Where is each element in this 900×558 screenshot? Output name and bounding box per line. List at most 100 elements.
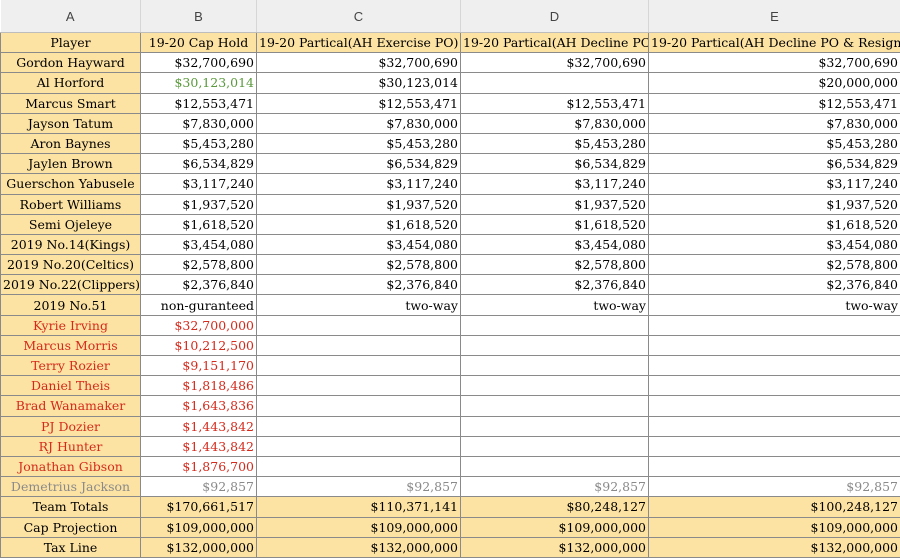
player-name-cell[interactable]: Aron Baynes	[1, 133, 141, 153]
player-name-cell[interactable]: Terry Rozier	[1, 356, 141, 376]
player-name-cell[interactable]: Cap Projection	[1, 517, 141, 537]
salary-cell[interactable]: $3,117,240	[461, 174, 649, 194]
salary-cell[interactable]: $1,443,842	[141, 416, 257, 436]
salary-cell[interactable]: two-way	[257, 295, 461, 315]
salary-cell[interactable]: $1,937,520	[461, 194, 649, 214]
player-name-cell[interactable]: Team Totals	[1, 497, 141, 517]
salary-cell[interactable]: $2,578,800	[461, 255, 649, 275]
salary-cell[interactable]: $3,117,240	[649, 174, 900, 194]
salary-cell[interactable]	[257, 396, 461, 416]
salary-cell[interactable]: $32,700,690	[257, 53, 461, 73]
salary-cell[interactable]: $30,123,014	[257, 73, 461, 93]
player-name-cell[interactable]: 2019 No.22(Clippers)	[1, 275, 141, 295]
salary-cell[interactable]	[461, 376, 649, 396]
salary-cell[interactable]	[461, 73, 649, 93]
salary-cell[interactable]	[649, 356, 900, 376]
salary-cell[interactable]	[257, 416, 461, 436]
header-cell-decline-po[interactable]: 19-20 Partical(AH Decline PO)	[461, 33, 649, 53]
salary-cell[interactable]: two-way	[461, 295, 649, 315]
player-name-cell[interactable]: PJ Dozier	[1, 416, 141, 436]
header-cell-exercise-po[interactable]: 19-20 Partical(AH Exercise PO)	[257, 33, 461, 53]
player-name-cell[interactable]: 2019 No.14(Kings)	[1, 234, 141, 254]
salary-cell[interactable]: $109,000,000	[461, 517, 649, 537]
salary-cell[interactable]: $109,000,000	[649, 517, 900, 537]
salary-cell[interactable]: $10,212,500	[141, 335, 257, 355]
salary-cell[interactable]: $80,248,127	[461, 497, 649, 517]
salary-cell[interactable]: non-guranteed	[141, 295, 257, 315]
salary-cell[interactable]	[649, 335, 900, 355]
salary-cell[interactable]	[257, 456, 461, 476]
salary-cell[interactable]: $2,376,840	[461, 275, 649, 295]
header-cell-cap-hold[interactable]: 19-20 Cap Hold	[141, 33, 257, 53]
salary-cell[interactable]	[461, 315, 649, 335]
salary-cell[interactable]: $7,830,000	[649, 113, 900, 133]
salary-cell[interactable]: $6,534,829	[649, 154, 900, 174]
salary-cell[interactable]	[649, 416, 900, 436]
player-name-cell[interactable]: 2019 No.51	[1, 295, 141, 315]
salary-cell[interactable]	[649, 376, 900, 396]
player-name-cell[interactable]: Daniel Theis	[1, 376, 141, 396]
salary-cell[interactable]: $1,618,520	[649, 214, 900, 234]
salary-cell[interactable]	[649, 396, 900, 416]
player-name-cell[interactable]: Al Horford	[1, 73, 141, 93]
salary-cell[interactable]: $132,000,000	[257, 537, 461, 557]
salary-cell[interactable]: $2,376,840	[649, 275, 900, 295]
header-cell-decline-po-resign[interactable]: 19-20 Partical(AH Decline PO & Resign)	[649, 33, 900, 53]
salary-cell[interactable]: $12,553,471	[257, 93, 461, 113]
salary-cell[interactable]: $3,454,080	[141, 234, 257, 254]
player-name-cell[interactable]: Jayson Tatum	[1, 113, 141, 133]
salary-cell[interactable]: $3,454,080	[257, 234, 461, 254]
salary-cell[interactable]: $7,830,000	[141, 113, 257, 133]
salary-cell[interactable]: $1,876,700	[141, 456, 257, 476]
salary-cell[interactable]: $1,618,520	[461, 214, 649, 234]
salary-cell[interactable]: $6,534,829	[257, 154, 461, 174]
salary-cell[interactable]: $132,000,000	[141, 537, 257, 557]
salary-cell[interactable]: $9,151,170	[141, 356, 257, 376]
player-name-cell[interactable]: Guerschon Yabusele	[1, 174, 141, 194]
salary-cell[interactable]: $32,700,690	[141, 53, 257, 73]
salary-cell[interactable]: $132,000,000	[461, 537, 649, 557]
salary-cell[interactable]	[461, 416, 649, 436]
salary-cell[interactable]: $2,376,840	[141, 275, 257, 295]
salary-cell[interactable]: $92,857	[257, 477, 461, 497]
player-name-cell[interactable]: RJ Hunter	[1, 436, 141, 456]
player-name-cell[interactable]: Jaylen Brown	[1, 154, 141, 174]
player-name-cell[interactable]: Kyrie Irving	[1, 315, 141, 335]
player-name-cell[interactable]: Brad Wanamaker	[1, 396, 141, 416]
salary-cell[interactable]	[649, 315, 900, 335]
salary-cell[interactable]	[257, 315, 461, 335]
salary-cell[interactable]: $5,453,280	[649, 133, 900, 153]
player-name-cell[interactable]: Semi Ojeleye	[1, 214, 141, 234]
salary-cell[interactable]: $1,618,520	[141, 214, 257, 234]
column-header-e[interactable]: E	[649, 0, 900, 33]
salary-cell[interactable]: $3,454,080	[461, 234, 649, 254]
salary-cell[interactable]: $110,371,141	[257, 497, 461, 517]
salary-cell[interactable]: $1,937,520	[649, 194, 900, 214]
salary-cell[interactable]: $32,700,690	[461, 53, 649, 73]
salary-cell[interactable]	[649, 436, 900, 456]
salary-cell[interactable]: $1,937,520	[257, 194, 461, 214]
salary-cell[interactable]: $109,000,000	[257, 517, 461, 537]
salary-cell[interactable]: $2,578,800	[649, 255, 900, 275]
salary-cell[interactable]: $1,643,836	[141, 396, 257, 416]
salary-cell[interactable]: $1,818,486	[141, 376, 257, 396]
salary-cell[interactable]: $12,553,471	[461, 93, 649, 113]
column-header-c[interactable]: C	[257, 0, 461, 33]
salary-cell[interactable]: $12,553,471	[141, 93, 257, 113]
column-header-d[interactable]: D	[461, 0, 649, 33]
salary-cell[interactable]	[461, 335, 649, 355]
salary-cell[interactable]	[461, 396, 649, 416]
salary-cell[interactable]	[461, 456, 649, 476]
salary-cell[interactable]: $20,000,000	[649, 73, 900, 93]
salary-cell[interactable]: $7,830,000	[461, 113, 649, 133]
player-name-cell[interactable]: Robert Williams	[1, 194, 141, 214]
salary-cell[interactable]: $7,830,000	[257, 113, 461, 133]
salary-cell[interactable]: $1,618,520	[257, 214, 461, 234]
player-name-cell[interactable]: Jonathan Gibson	[1, 456, 141, 476]
salary-cell[interactable]: two-way	[649, 295, 900, 315]
column-header-a[interactable]: A	[1, 0, 141, 33]
player-name-cell[interactable]: Marcus Smart	[1, 93, 141, 113]
player-name-cell[interactable]: Gordon Hayward	[1, 53, 141, 73]
salary-cell[interactable]: $30,123,014	[141, 73, 257, 93]
player-name-cell[interactable]: 2019 No.20(Celtics)	[1, 255, 141, 275]
